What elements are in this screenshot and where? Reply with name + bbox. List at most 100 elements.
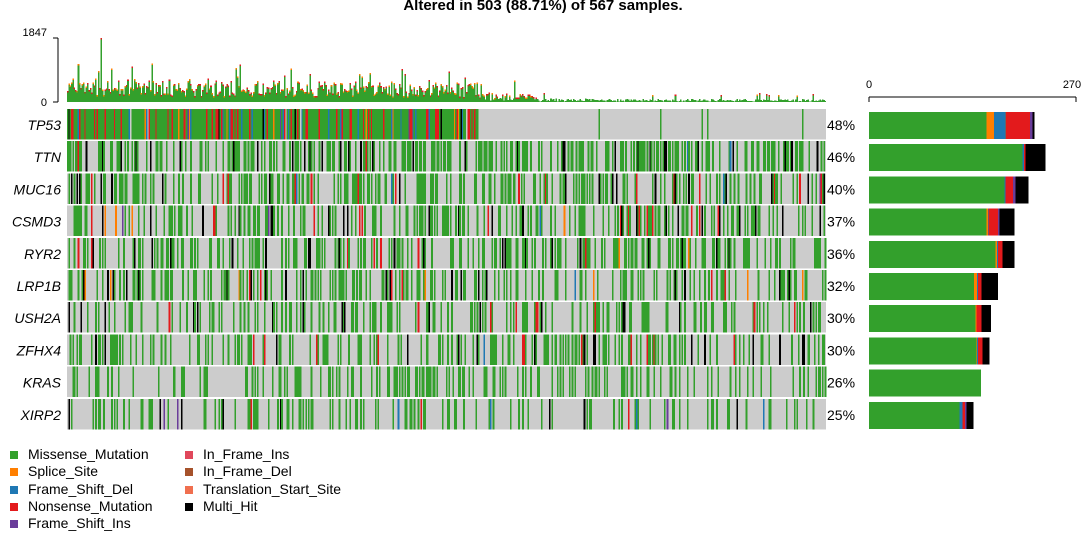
mutation-cell bbox=[717, 366, 720, 398]
mutation-cell bbox=[145, 141, 148, 172]
tmb-bar bbox=[629, 101, 631, 102]
mutation-cell bbox=[87, 173, 89, 204]
tmb-bar-cap bbox=[768, 95, 770, 97]
legend-label: In_Frame_Ins bbox=[203, 446, 290, 462]
mutation-cell bbox=[386, 109, 389, 140]
mutation-cell bbox=[614, 334, 617, 365]
tmb-bar bbox=[99, 87, 101, 102]
tmb-bar-cap bbox=[376, 92, 378, 94]
mutation-cell bbox=[823, 173, 825, 204]
mutation-cell bbox=[407, 334, 409, 365]
mutation-cell bbox=[249, 205, 251, 237]
mutation-cell bbox=[526, 302, 528, 333]
mutation-cell bbox=[151, 109, 153, 140]
mutation-cell bbox=[360, 141, 362, 172]
mutation-cell bbox=[198, 109, 200, 140]
mutation-cell bbox=[712, 398, 714, 430]
mutation-cell bbox=[621, 366, 623, 398]
mutation-cell bbox=[502, 173, 504, 204]
mutation-cell bbox=[748, 334, 750, 365]
mutation-cell bbox=[428, 205, 431, 237]
tmb-bar bbox=[721, 100, 724, 102]
mutation-cell bbox=[619, 270, 622, 301]
tmb-bar bbox=[645, 100, 647, 102]
tmb-bar bbox=[536, 99, 539, 102]
tmb-bar-cap bbox=[274, 84, 277, 87]
tmb-bar bbox=[108, 89, 111, 102]
mutation-cell bbox=[357, 237, 360, 269]
mutation-cell bbox=[265, 109, 267, 140]
tmb-bar-cap bbox=[278, 81, 281, 83]
mutation-cell bbox=[586, 334, 589, 365]
mutation-cell bbox=[543, 334, 546, 365]
tmb-bar bbox=[168, 79, 171, 102]
tmb-bar bbox=[245, 91, 247, 102]
mutation-cell bbox=[373, 302, 376, 333]
mutation-cell bbox=[510, 398, 512, 430]
mutation-cell bbox=[548, 398, 551, 430]
mutation-cell bbox=[332, 398, 334, 430]
tmb-bar bbox=[591, 98, 594, 102]
mutation-cell bbox=[468, 366, 471, 398]
mutation-cell bbox=[354, 205, 357, 237]
tmb-bar bbox=[127, 79, 129, 102]
mutation-cell bbox=[321, 109, 323, 140]
tmb-bar bbox=[556, 101, 559, 102]
tmb-bar bbox=[686, 99, 689, 102]
tmb-bar bbox=[785, 99, 788, 102]
mutation-cell bbox=[527, 398, 530, 430]
tmb-bar-cap bbox=[357, 92, 360, 95]
mutation-cell bbox=[812, 398, 815, 430]
mutation-cell bbox=[618, 398, 621, 430]
mutation-cell bbox=[502, 334, 504, 365]
mutation-cell bbox=[190, 173, 192, 204]
mutation-cell bbox=[235, 109, 238, 140]
mutation-cell bbox=[88, 109, 91, 140]
mutation-cell bbox=[752, 141, 755, 172]
mutation-cell bbox=[577, 237, 579, 269]
mutation-cell bbox=[518, 398, 520, 430]
mutation-cell bbox=[281, 237, 283, 269]
tmb-bar bbox=[813, 100, 816, 102]
mutation-cell bbox=[92, 109, 95, 140]
tmb-bar-cap bbox=[519, 94, 521, 96]
tmb-bar bbox=[437, 95, 440, 102]
mutation-cell bbox=[773, 270, 776, 301]
mutation-cell bbox=[419, 205, 421, 237]
mutation-cell bbox=[269, 109, 271, 140]
tmb-bar bbox=[318, 81, 321, 102]
gene-label-lrp1b: LRP1B bbox=[17, 278, 61, 294]
tmb-bar-cap bbox=[520, 95, 523, 98]
percent-label-muc16: 40% bbox=[827, 181, 855, 197]
mutation-cell bbox=[171, 302, 174, 333]
mutation-cell bbox=[787, 270, 789, 301]
mutation-cell bbox=[789, 237, 792, 269]
mutation-cell bbox=[245, 366, 247, 398]
tmb-bar bbox=[546, 100, 548, 102]
mutation-cell bbox=[80, 334, 83, 365]
mutation-cell bbox=[230, 173, 232, 204]
mutation-cell bbox=[80, 173, 83, 204]
mutation-cell bbox=[535, 205, 538, 237]
mutation-cell bbox=[117, 366, 120, 398]
tmb-bar bbox=[681, 101, 683, 102]
tmb-bar-cap bbox=[72, 78, 74, 80]
mutation-cell bbox=[309, 109, 311, 140]
mutation-cell bbox=[199, 141, 202, 172]
mutation-cell bbox=[516, 366, 519, 398]
mutation-cell bbox=[289, 141, 291, 172]
tmb-bar bbox=[342, 91, 345, 102]
tmb-bar bbox=[643, 100, 646, 102]
mutation-cell bbox=[73, 109, 76, 140]
mutation-cell bbox=[227, 270, 230, 301]
mutation-cell bbox=[338, 270, 341, 301]
mutation-cell bbox=[673, 173, 676, 204]
tmb-bar bbox=[97, 71, 100, 102]
tmb-bar bbox=[678, 100, 681, 102]
mutation-cell bbox=[743, 334, 745, 365]
mutation-cell bbox=[257, 109, 259, 140]
tmb-bar bbox=[133, 79, 136, 102]
tmb-bar bbox=[795, 99, 797, 102]
mutation-cell bbox=[562, 366, 564, 398]
mutation-cell bbox=[479, 302, 481, 333]
